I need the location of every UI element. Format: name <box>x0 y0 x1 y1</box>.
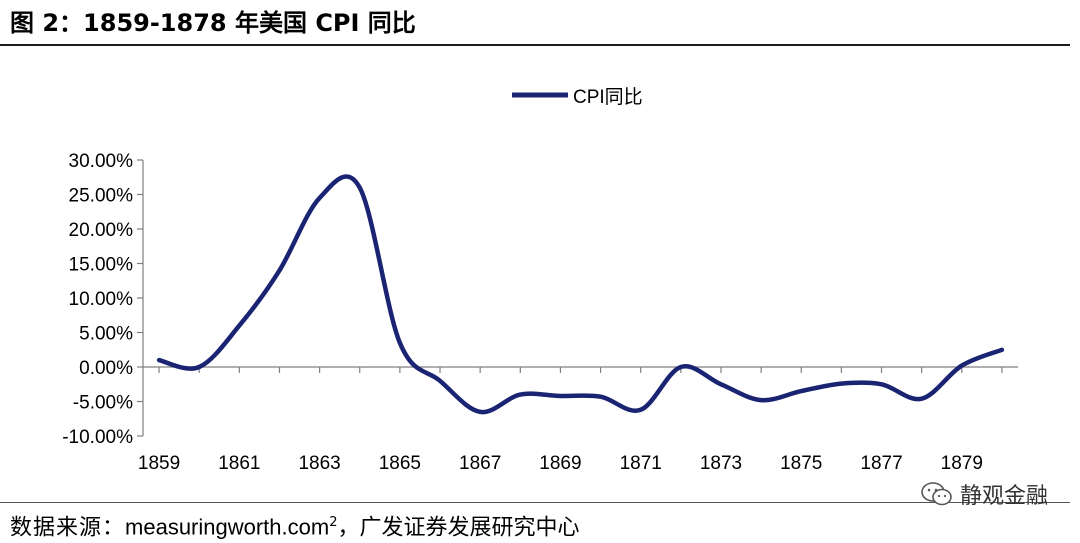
y-tick-label: 20.00% <box>69 220 134 241</box>
x-tick-label: 1865 <box>379 453 421 474</box>
x-tick-label: 1875 <box>780 453 822 474</box>
y-tick-label: 0.00% <box>79 358 133 379</box>
y-tick-label: -5.00% <box>73 393 133 414</box>
x-tick-label: 1877 <box>860 453 902 474</box>
y-tick-label: -10.00% <box>62 427 133 448</box>
x-tick-label: 1869 <box>539 453 581 474</box>
y-tick-label: 10.00% <box>69 289 134 310</box>
source-footnote: 2 <box>329 515 338 530</box>
x-tick-label: 1873 <box>700 453 742 474</box>
x-tick-label: 1861 <box>218 453 260 474</box>
y-tick-label: 5.00% <box>79 324 133 345</box>
source-org: ，广发证券发展研究中心 <box>337 515 580 541</box>
watermark: 静观金融 <box>920 478 1048 510</box>
legend-label: CPI同比 <box>573 86 643 108</box>
header-rule <box>0 44 1070 46</box>
source-note: 数据来源：measuringworth.com2，广发证券发展研究中心 <box>10 508 580 543</box>
wechat-icon <box>921 482 952 506</box>
source-label: 数据来源： <box>10 515 126 541</box>
x-tick-label: 1879 <box>941 453 983 474</box>
series-layer <box>156 174 1005 415</box>
x-tick-label: 1867 <box>459 453 501 474</box>
series-line-cpi <box>156 174 1005 415</box>
page-title: 图 2：1859-1878 年美国 CPI 同比 <box>10 9 416 37</box>
watermark-text: 静观金融 <box>960 484 1049 509</box>
y-tick-label: 25.00% <box>69 186 134 207</box>
y-tick-label: 15.00% <box>69 255 134 276</box>
x-tick-label: 1863 <box>298 453 340 474</box>
y-tick-label: 30.00% <box>69 151 134 172</box>
legend: CPI同比 <box>512 86 643 108</box>
footer-rule <box>0 502 1070 503</box>
x-tick-label: 1871 <box>620 453 662 474</box>
y-axis: 30.00% 25.00% 20.00% 15.00% 10.00% 5.00% 0.00%… <box>62 151 144 448</box>
cpi-line-chart: CPI同比 30.00% 25.00% 20.00% 15.00% 10.00% 5.00… <box>62 86 1018 474</box>
x-axis: 1859 1861 1863 1865 1867 1869 1871 1873 1875 1877… <box>138 366 1018 474</box>
source-site: measuringworth.com <box>125 514 330 540</box>
x-tick-label: 1859 <box>138 453 180 474</box>
